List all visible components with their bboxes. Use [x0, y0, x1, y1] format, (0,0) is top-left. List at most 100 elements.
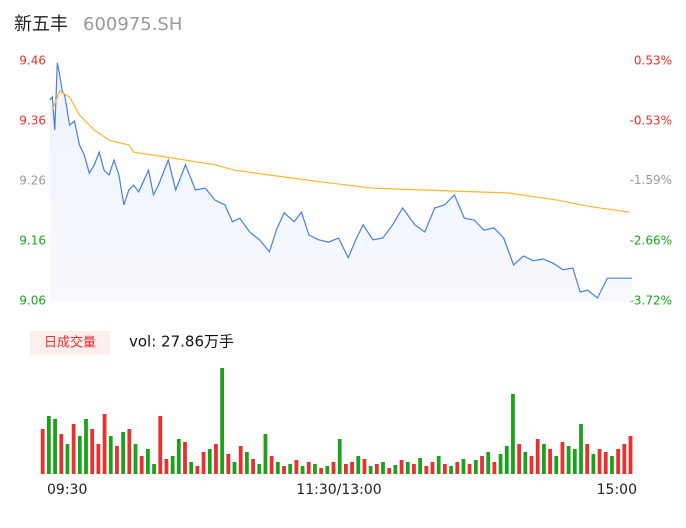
y2-tick-label: -2.66% — [630, 234, 672, 248]
y2-tick-label: -0.53% — [630, 113, 672, 127]
volume-bar — [393, 465, 398, 474]
volume-bar — [282, 466, 286, 474]
volume-bar — [189, 462, 194, 474]
volume-bar — [53, 419, 57, 474]
volume-bar — [523, 452, 528, 474]
volume-bar — [585, 444, 590, 474]
volume-bar — [226, 454, 231, 474]
volume-bar — [77, 436, 82, 474]
volume-bar — [207, 449, 212, 474]
volume-bar — [133, 444, 138, 474]
volume-bar — [418, 458, 423, 474]
price-line — [49, 62, 632, 299]
volume-bar — [541, 444, 546, 474]
volume-bar — [84, 419, 88, 474]
volume-bar — [455, 462, 460, 474]
y-tick-label: 9.26 — [19, 174, 46, 188]
y2-tick-label: -3.72% — [630, 294, 672, 308]
volume-bar — [597, 449, 602, 474]
y-tick-label: 9.06 — [19, 294, 46, 308]
volume-bar — [486, 452, 491, 474]
volume-bar — [529, 456, 534, 474]
volume-bar — [374, 464, 379, 474]
volume-bar — [102, 414, 107, 474]
volume-bar — [195, 466, 200, 474]
volume-bar — [145, 449, 150, 474]
volume-bar — [343, 464, 348, 474]
volume-bar — [591, 454, 596, 474]
volume-bar — [356, 456, 361, 474]
volume-bar — [288, 464, 293, 474]
volume-bar — [294, 460, 299, 474]
y-tick-label: 9.36 — [19, 114, 46, 128]
volume-bar — [40, 429, 45, 474]
volume-bar — [492, 462, 497, 474]
volume-title: vol: 27.86万手 — [129, 333, 234, 351]
volume-bar — [127, 429, 132, 474]
volume-bar — [628, 436, 633, 474]
y-tick-label: 9.46 — [19, 54, 46, 68]
x-tick-label: 15:00 — [597, 482, 637, 498]
volume-bar — [325, 466, 330, 474]
stock-name: 新五丰 — [14, 14, 68, 35]
volume-bar — [337, 439, 342, 474]
volume-bar — [430, 462, 435, 474]
volume-bar — [517, 444, 522, 474]
x-tick-label: 09:30 — [47, 482, 87, 498]
volume-bar — [473, 460, 478, 474]
volume-bar — [176, 439, 181, 474]
volume-bar — [244, 452, 249, 474]
volume-bar — [115, 446, 119, 474]
volume-tab-label[interactable]: 日成交量 — [44, 335, 96, 351]
volume-bar — [313, 464, 317, 474]
y2-tick-label: 0.53% — [634, 54, 672, 68]
volume-bar — [108, 436, 113, 474]
volume-bar — [59, 434, 64, 474]
volume-bar — [170, 456, 175, 474]
volume-bar — [368, 466, 373, 474]
volume-bar — [96, 444, 101, 474]
volume-bar — [71, 424, 76, 474]
volume-tab[interactable] — [30, 331, 110, 355]
x-tick-label: 11:30/13:00 — [296, 482, 381, 498]
volume-bar — [566, 446, 571, 474]
volume-bar — [560, 442, 565, 474]
volume-bar — [46, 416, 51, 474]
volume-bar — [504, 446, 509, 474]
stock-code: 600975.SH — [83, 14, 182, 35]
volume-bar — [263, 434, 268, 474]
volume-bar — [548, 449, 552, 474]
volume-bar — [331, 462, 336, 474]
volume-bar — [214, 444, 218, 474]
volume-bar — [269, 456, 274, 474]
volume-bar — [535, 439, 540, 474]
volume-bar — [121, 432, 126, 474]
volume-bar — [362, 459, 367, 474]
volume-bar — [412, 464, 416, 474]
volume-bar — [275, 462, 280, 474]
volume-bar — [387, 468, 392, 474]
volume-bar — [350, 462, 354, 474]
volume-bar — [610, 456, 614, 474]
volume-bar — [467, 464, 472, 474]
volume-bar — [511, 394, 515, 474]
average-line — [51, 90, 630, 213]
volume-bar — [238, 446, 243, 474]
volume-bar — [158, 416, 163, 474]
volume-bar — [622, 444, 627, 474]
volume-bar — [319, 468, 324, 474]
volume-bar — [461, 459, 466, 474]
volume-bar — [300, 466, 305, 474]
volume-bar — [65, 444, 70, 474]
volume-bar — [554, 456, 559, 474]
volume-bar — [232, 462, 237, 474]
volume-bar — [498, 454, 503, 474]
volume-bar — [152, 464, 156, 474]
volume-bar — [405, 462, 410, 474]
volume-bar — [381, 462, 385, 474]
volume-bar — [616, 449, 621, 474]
volume-bar — [436, 456, 441, 474]
volume-bar — [201, 452, 206, 474]
